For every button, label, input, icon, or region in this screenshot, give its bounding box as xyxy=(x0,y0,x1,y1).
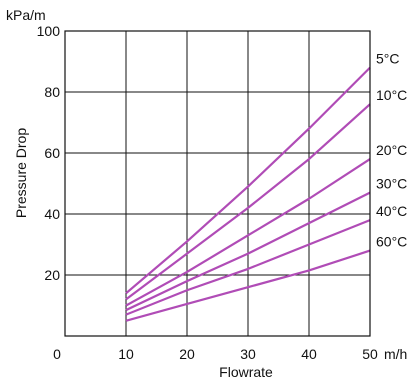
series-lines xyxy=(125,66,371,322)
series-label-2: 20°C xyxy=(376,142,407,158)
x-unit-label: m/h xyxy=(384,346,407,362)
series-line-3 xyxy=(125,191,371,312)
plot-frame xyxy=(64,30,371,337)
series-labels: 5°C 10°C 20°C 30°C 40°C 60°C xyxy=(376,51,407,250)
series-line-5 xyxy=(125,249,371,322)
series-label-1: 10°C xyxy=(376,87,407,103)
y-tick-100: 100 xyxy=(37,23,61,39)
x-tick-40: 40 xyxy=(301,346,317,362)
x-tick-0: 0 xyxy=(53,346,61,362)
tick-labels: 0 10 20 30 40 50 20 40 60 80 100 xyxy=(37,23,378,362)
y-unit-label: kPa/m xyxy=(6,7,46,23)
series-label-4: 40°C xyxy=(376,203,407,219)
plot-border xyxy=(64,30,371,337)
x-tick-20: 20 xyxy=(179,346,195,362)
y-tick-40: 40 xyxy=(44,206,60,222)
x-tick-10: 10 xyxy=(118,346,134,362)
x-axis-title: Flowrate xyxy=(219,364,273,380)
series-label-3: 30°C xyxy=(376,176,407,192)
series-label-5: 60°C xyxy=(376,234,407,250)
y-tick-60: 60 xyxy=(44,145,60,161)
grid xyxy=(65,31,370,336)
series-line-2 xyxy=(125,158,371,307)
y-axis-title: Pressure Drop xyxy=(13,128,29,218)
series-line-1 xyxy=(125,103,371,301)
series-line-4 xyxy=(125,219,371,316)
series-line-0 xyxy=(125,66,371,295)
series-label-0: 5°C xyxy=(376,51,400,67)
x-tick-50: 50 xyxy=(362,346,378,362)
y-tick-20: 20 xyxy=(44,267,60,283)
y-tick-80: 80 xyxy=(44,84,60,100)
x-tick-30: 30 xyxy=(240,346,256,362)
